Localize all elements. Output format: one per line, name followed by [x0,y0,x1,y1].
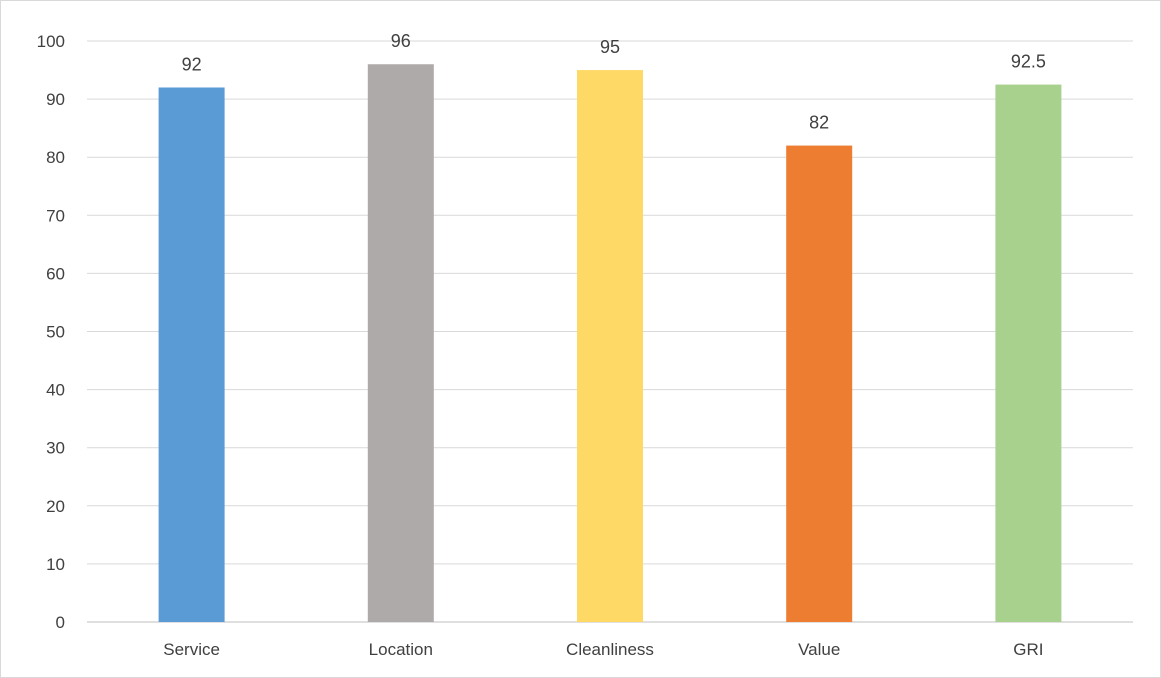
y-tick-label: 40 [46,381,65,400]
bar-value [786,145,853,622]
y-tick-label: 80 [46,148,65,167]
x-tick-label-value: Value [798,640,840,659]
y-tick-label: 60 [46,264,65,283]
y-tick-label: 0 [56,613,65,632]
x-tick-label-cleanliness: Cleanliness [566,640,654,659]
bar-service [158,87,225,623]
y-tick-label: 10 [46,555,65,574]
bar-gri [995,84,1062,622]
y-tick-label: 20 [46,497,65,516]
bars [158,64,1062,623]
y-tick-label: 90 [46,90,65,109]
data-label-value: 82 [809,113,829,133]
data-label-gri: 92.5 [1011,52,1046,72]
data-labels: 92 96 95 82 92.5 [182,31,1046,132]
data-label-location: 96 [391,31,411,51]
x-tick-label-location: Location [369,640,433,659]
y-tick-label: 100 [37,32,65,51]
bar-cleanliness [577,70,643,623]
x-tick-label-service: Service [163,640,220,659]
data-label-cleanliness: 95 [600,37,620,57]
bar-location [367,64,434,623]
y-tick-label: 50 [46,323,65,342]
x-axis-tick-labels: Service Location Cleanliness Value GRI [163,640,1043,659]
data-label-service: 92 [182,54,202,74]
y-axis-tick-labels: 0 10 20 30 40 50 60 70 80 90 100 [37,32,65,632]
x-tick-label-gri: GRI [1013,640,1043,659]
y-tick-label: 70 [46,206,65,225]
y-tick-label: 30 [46,439,65,458]
